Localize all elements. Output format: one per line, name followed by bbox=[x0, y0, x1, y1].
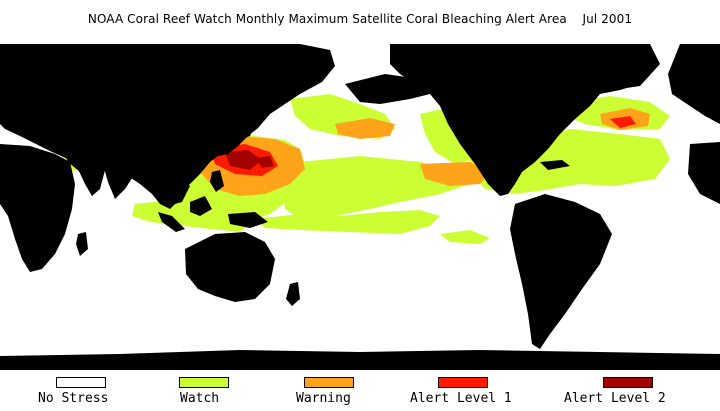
landmass-africa-west bbox=[688, 142, 720, 204]
legend-swatch-watch bbox=[179, 377, 229, 388]
landmass-australia bbox=[185, 232, 275, 302]
coral-bleaching-map bbox=[0, 44, 720, 370]
legend-label-alert-level-2: Alert Level 2 bbox=[564, 391, 666, 406]
legend-label-watch: Watch bbox=[180, 391, 220, 406]
landmass-madagascar bbox=[76, 232, 88, 256]
landmass-alaska bbox=[345, 74, 430, 104]
legend-swatch-no-stress bbox=[56, 377, 106, 388]
legend-watch: Watch bbox=[152, 375, 272, 411]
landmass-new-guinea bbox=[228, 212, 268, 228]
legend-label-warning: Warning bbox=[296, 391, 351, 406]
landmass-antarctica bbox=[0, 350, 720, 370]
landmass-philippines bbox=[210, 170, 224, 192]
legend-label-no-stress: No Stress bbox=[38, 391, 109, 406]
landmass-new-zealand bbox=[286, 282, 300, 306]
watch-area-south-atlantic bbox=[440, 230, 490, 244]
legend-swatch-alert-level-1 bbox=[438, 377, 488, 388]
landmass-india bbox=[100, 152, 138, 199]
map-title: NOAA Coral Reef Watch Monthly Maximum Sa… bbox=[87, 12, 633, 26]
landmass-sumatra bbox=[158, 212, 185, 232]
legend-no-stress: No Stress bbox=[22, 375, 142, 411]
landmass-arabia bbox=[60, 142, 105, 172]
landmass-cuba bbox=[540, 160, 570, 170]
landmass-southeast-asia bbox=[150, 176, 190, 206]
legend-warning: Warning bbox=[276, 375, 396, 411]
watch-area-south-pacific bbox=[255, 210, 440, 234]
landmass-japan bbox=[236, 102, 258, 139]
alert2-area-west-pacific-north bbox=[256, 156, 274, 168]
legend-alert-level-1: Alert Level 1 bbox=[406, 375, 526, 411]
legend-label-alert-level-1: Alert Level 1 bbox=[410, 391, 512, 406]
land bbox=[0, 44, 720, 370]
landmass-greenland bbox=[580, 44, 660, 90]
landmass-north-america bbox=[390, 44, 650, 196]
warning-area-east-pacific bbox=[420, 162, 490, 186]
warning-area-north-pacific bbox=[335, 118, 395, 139]
alert2-area-philippine-sea bbox=[225, 150, 262, 170]
watch-area-indian-ocean bbox=[132, 199, 250, 232]
legend-swatch-warning bbox=[304, 377, 354, 388]
world-map-svg bbox=[0, 44, 720, 370]
landmass-south-america bbox=[510, 194, 612, 349]
landmass-europe-west-edge bbox=[668, 44, 720, 124]
watch-area-central-pacific bbox=[280, 156, 470, 219]
landmass-borneo bbox=[190, 196, 212, 216]
alert1-area-north-atlantic bbox=[610, 116, 636, 128]
legend-swatch-alert-level-2 bbox=[603, 377, 653, 388]
landmass-africa bbox=[0, 144, 75, 272]
legend-alert-level-2: Alert Level 2 bbox=[560, 375, 680, 411]
